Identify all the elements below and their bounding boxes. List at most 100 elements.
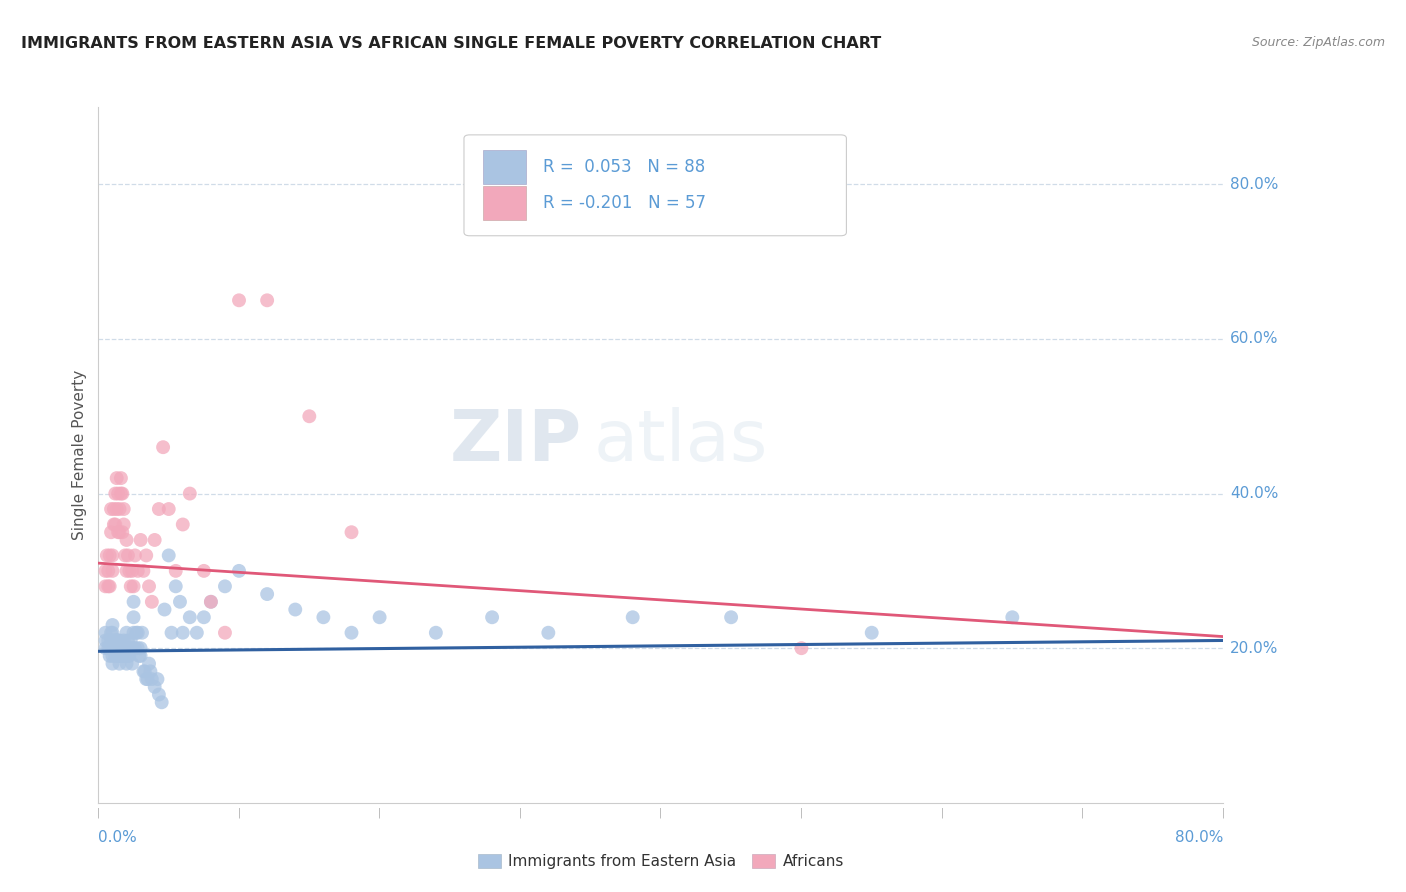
Point — [120, 633, 142, 648]
Point — [107, 486, 129, 500]
Point — [150, 695, 173, 709]
Point — [100, 502, 122, 516]
Point — [104, 648, 127, 663]
Point — [368, 610, 391, 624]
Point — [108, 633, 131, 648]
Point — [101, 618, 124, 632]
Point — [107, 648, 129, 663]
Point — [537, 625, 560, 640]
Point — [108, 648, 131, 663]
Point — [100, 625, 122, 640]
Point — [101, 625, 124, 640]
Point — [115, 641, 138, 656]
Point — [103, 502, 125, 516]
Point — [125, 625, 148, 640]
Point — [101, 549, 124, 563]
Text: 20.0%: 20.0% — [1230, 640, 1278, 656]
Point — [108, 502, 131, 516]
Point — [112, 633, 135, 648]
Point — [157, 549, 180, 563]
Point — [110, 648, 132, 663]
Point — [108, 657, 131, 671]
Point — [118, 648, 141, 663]
Point — [481, 610, 503, 624]
Point — [127, 564, 149, 578]
Point — [138, 579, 160, 593]
Point — [100, 525, 122, 540]
Point — [214, 625, 236, 640]
Point — [112, 517, 135, 532]
Point — [131, 625, 153, 640]
Point — [157, 502, 180, 516]
Point — [143, 533, 166, 547]
FancyBboxPatch shape — [484, 150, 526, 184]
Text: |: | — [378, 807, 381, 818]
Point — [425, 625, 447, 640]
Point — [105, 633, 128, 648]
Point — [108, 525, 131, 540]
Point — [141, 595, 163, 609]
Point — [129, 648, 152, 663]
Point — [94, 625, 117, 640]
Point — [228, 293, 250, 308]
Point — [165, 579, 187, 593]
Point — [98, 648, 121, 663]
Point — [110, 471, 132, 485]
Point — [114, 549, 136, 563]
Point — [122, 610, 145, 624]
Point — [124, 641, 146, 656]
Point — [124, 549, 146, 563]
Text: 0.0%: 0.0% — [98, 830, 138, 845]
Point — [129, 641, 152, 656]
Text: |: | — [941, 807, 943, 818]
Text: |: | — [1222, 807, 1225, 818]
Point — [790, 641, 813, 656]
Point — [179, 486, 201, 500]
Point — [228, 564, 250, 578]
Point — [117, 648, 139, 663]
Point — [115, 564, 138, 578]
Point — [122, 595, 145, 609]
Point — [340, 625, 363, 640]
Text: ZIP: ZIP — [450, 407, 582, 475]
Point — [122, 579, 145, 593]
Point — [105, 502, 128, 516]
Point — [172, 517, 194, 532]
Point — [256, 587, 278, 601]
Point — [111, 641, 134, 656]
Text: Source: ZipAtlas.com: Source: ZipAtlas.com — [1251, 36, 1385, 49]
Point — [111, 525, 134, 540]
Point — [101, 564, 124, 578]
Text: |: | — [1081, 807, 1084, 818]
Text: R = -0.201   N = 57: R = -0.201 N = 57 — [543, 194, 706, 212]
Point — [122, 625, 145, 640]
Point — [112, 641, 135, 656]
Y-axis label: Single Female Poverty: Single Female Poverty — [72, 370, 87, 540]
Point — [186, 625, 208, 640]
Point — [103, 517, 125, 532]
Point — [105, 641, 128, 656]
Text: R =  0.053   N = 88: R = 0.053 N = 88 — [543, 158, 704, 176]
Point — [621, 610, 644, 624]
Point — [118, 641, 141, 656]
Point — [127, 641, 149, 656]
Point — [193, 564, 215, 578]
Point — [104, 517, 127, 532]
Point — [127, 625, 149, 640]
Point — [1001, 610, 1024, 624]
Point — [720, 610, 742, 624]
Point — [115, 657, 138, 671]
Point — [214, 579, 236, 593]
Point — [100, 633, 122, 648]
Point — [141, 672, 163, 686]
Point — [143, 680, 166, 694]
Text: 60.0%: 60.0% — [1230, 332, 1278, 346]
Point — [101, 633, 124, 648]
FancyBboxPatch shape — [464, 135, 846, 235]
Point — [104, 486, 127, 500]
Point — [98, 549, 121, 563]
Point — [139, 665, 162, 679]
Point — [112, 502, 135, 516]
Point — [94, 564, 117, 578]
Point — [298, 409, 321, 424]
